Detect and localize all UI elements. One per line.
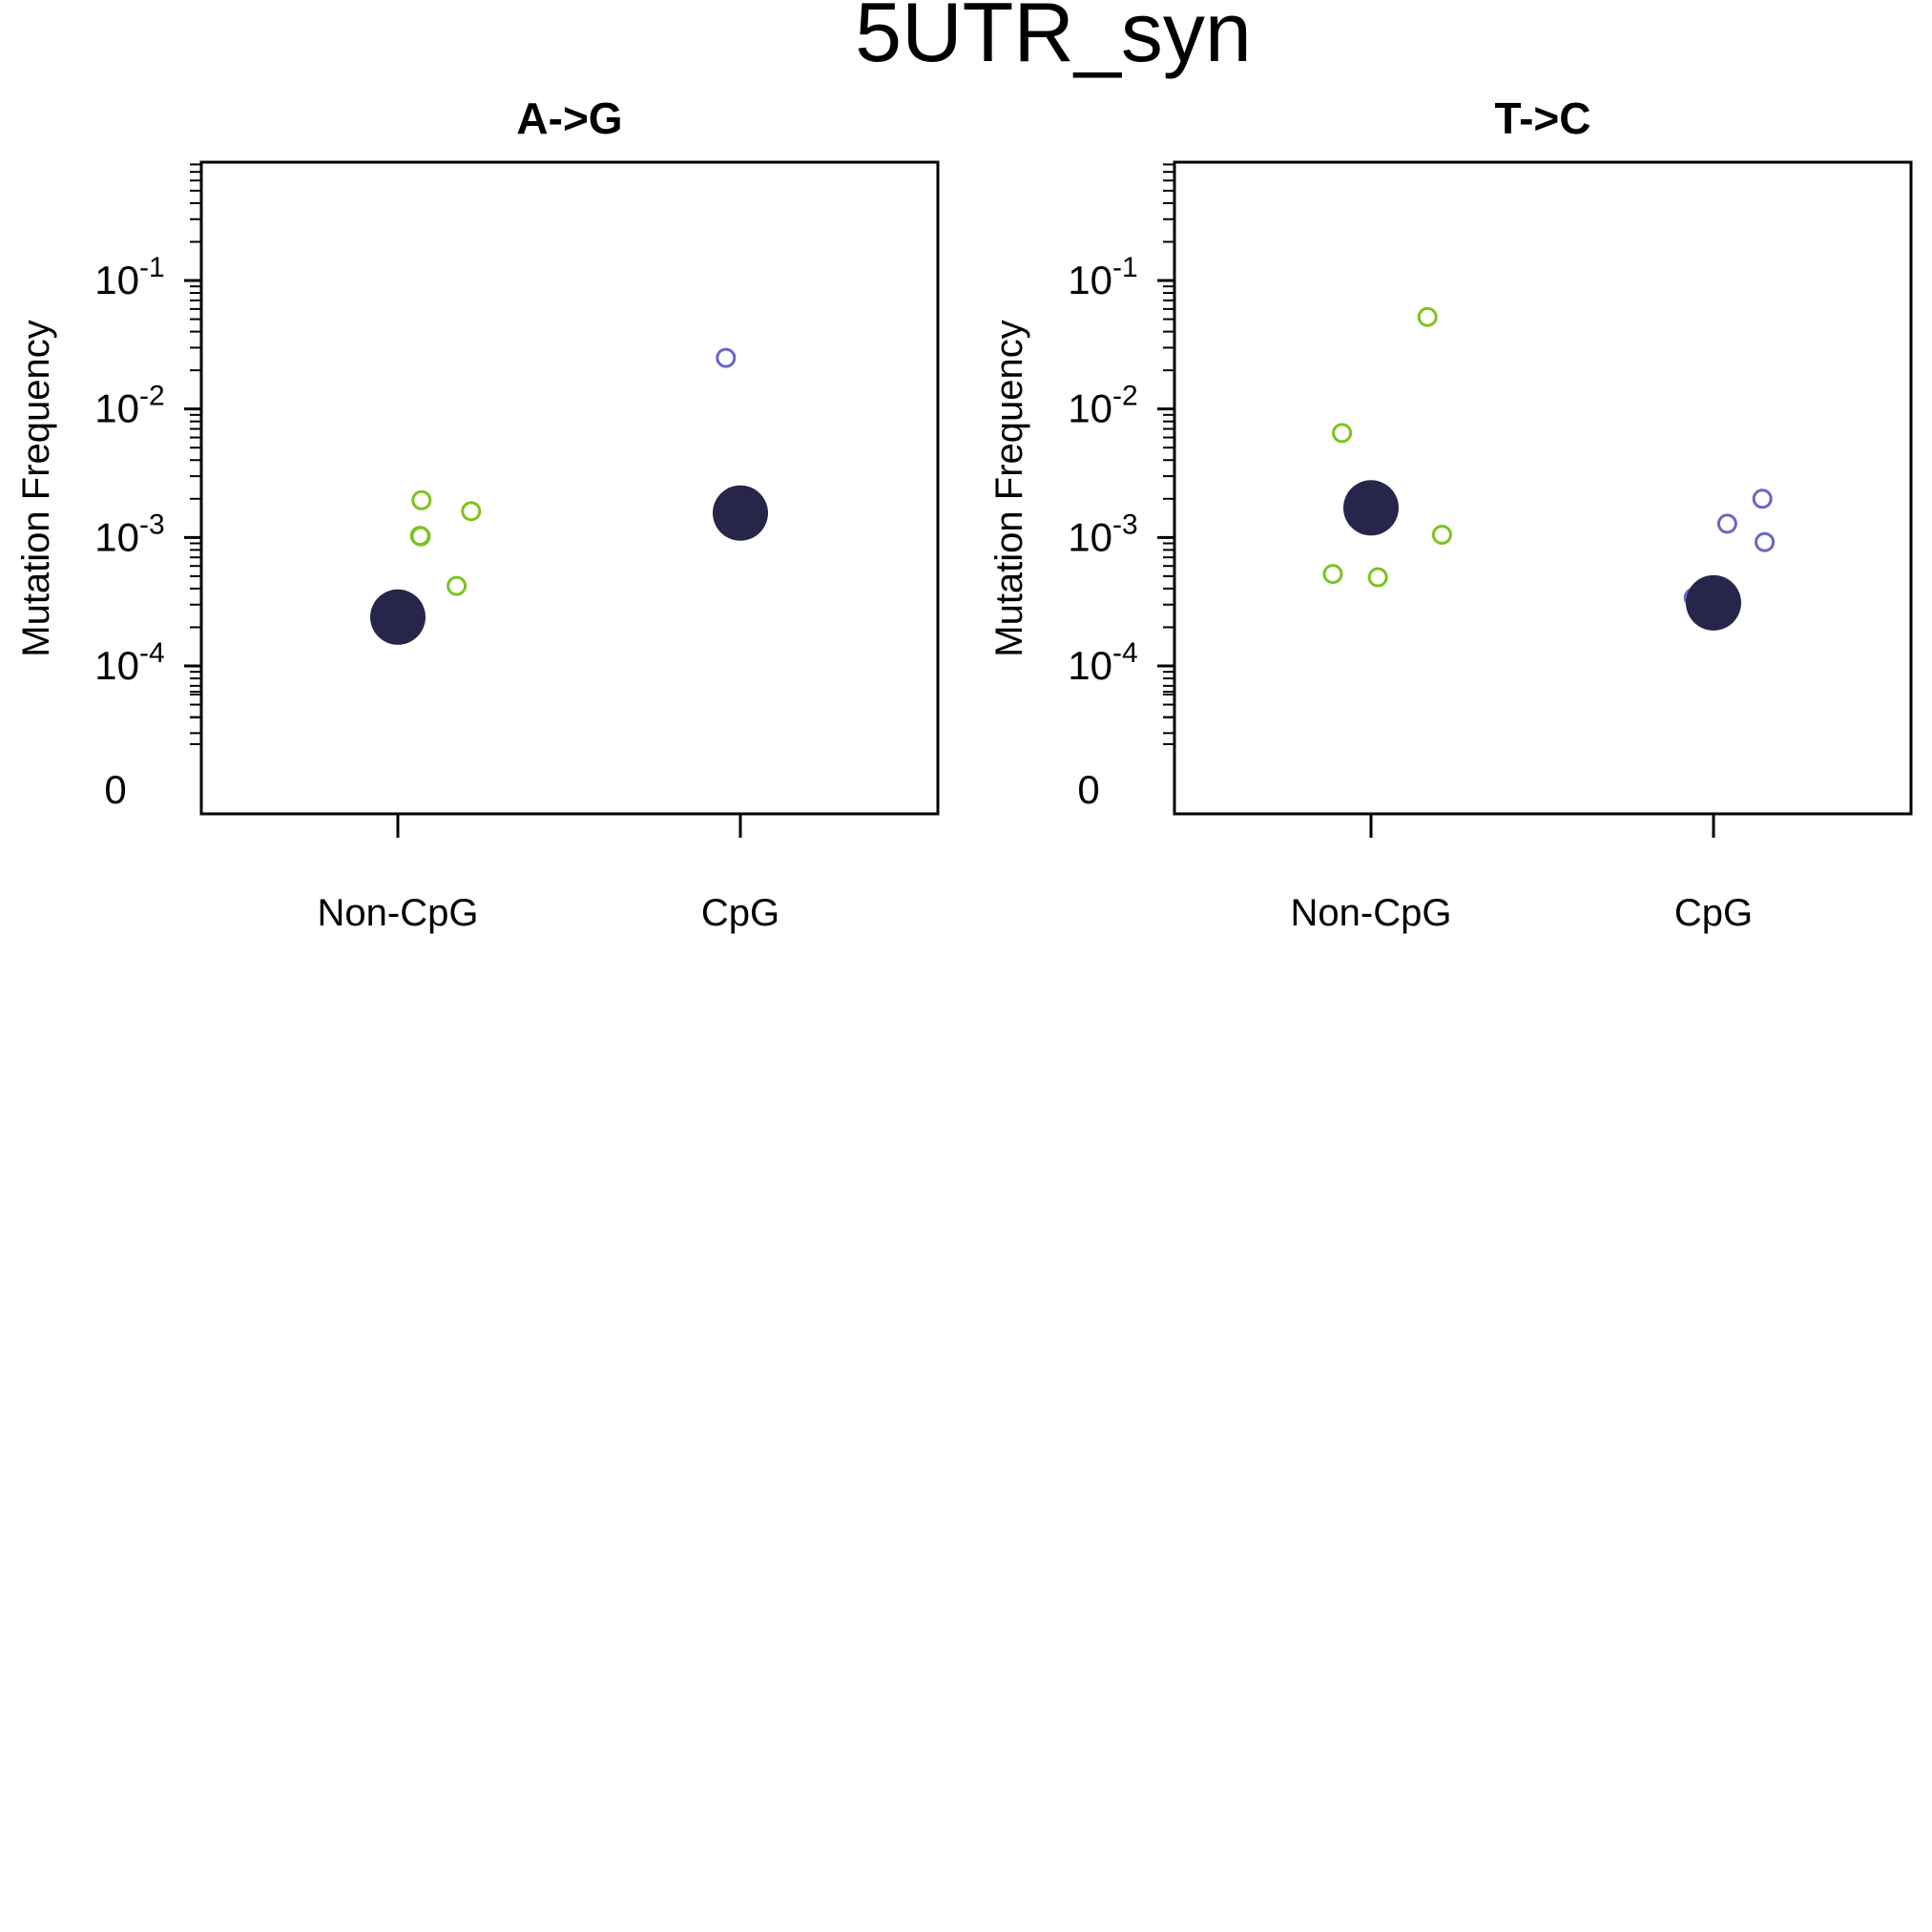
y-tick-label: 0 [104, 767, 126, 812]
panel-title: T->C [1495, 93, 1591, 143]
data-point [1752, 488, 1773, 509]
data-point [1755, 531, 1776, 552]
y-tick-label: 10-4 [94, 637, 164, 688]
figure-title: 5UTR_syn [855, 0, 1252, 79]
data-point [1322, 564, 1343, 585]
data-point [461, 501, 482, 522]
x-category-label: CpG [1674, 892, 1753, 934]
data-point [1716, 513, 1737, 534]
data-point [1431, 524, 1452, 545]
data-point [716, 347, 737, 368]
panel-a-to-g: A->G 10-1 10-2 10-3 10-4 0 Mutation Frequency N… [15, 93, 940, 934]
plot-frame [199, 160, 940, 816]
data-point [409, 526, 430, 547]
mean-point [1343, 480, 1399, 536]
y-tick-label: 10-3 [1068, 509, 1137, 559]
data-point [1332, 423, 1353, 444]
x-category-label: CpG [701, 892, 779, 934]
y-tick-label: 10-3 [94, 509, 164, 559]
plot-frame [1173, 160, 1913, 816]
y-axis-title: Mutation Frequency [988, 320, 1030, 657]
mean-point [1686, 574, 1741, 631]
mean-point [713, 485, 768, 541]
x-category-label: Non-CpG [318, 892, 479, 934]
data-point [1417, 306, 1438, 327]
panel-title: A->G [516, 93, 622, 143]
mean-point [370, 589, 426, 645]
x-category-label: Non-CpG [1291, 892, 1452, 934]
data-point [1367, 567, 1388, 588]
y-tick-label: 10-1 [1068, 252, 1137, 302]
data-point [411, 489, 432, 510]
y-tick-label: 10-1 [94, 252, 164, 302]
y-tick-label: 10-4 [1068, 637, 1137, 688]
panel-t-to-c: T->C 10-1 10-2 10-3 10-4 0 Mutation Frequency N… [988, 93, 1913, 934]
y-axis-title: Mutation Frequency [15, 320, 57, 657]
y-tick-label: 0 [1077, 767, 1099, 812]
y-tick-label: 10-2 [94, 381, 164, 431]
data-point [447, 575, 467, 596]
y-tick-label: 10-2 [1068, 381, 1137, 431]
